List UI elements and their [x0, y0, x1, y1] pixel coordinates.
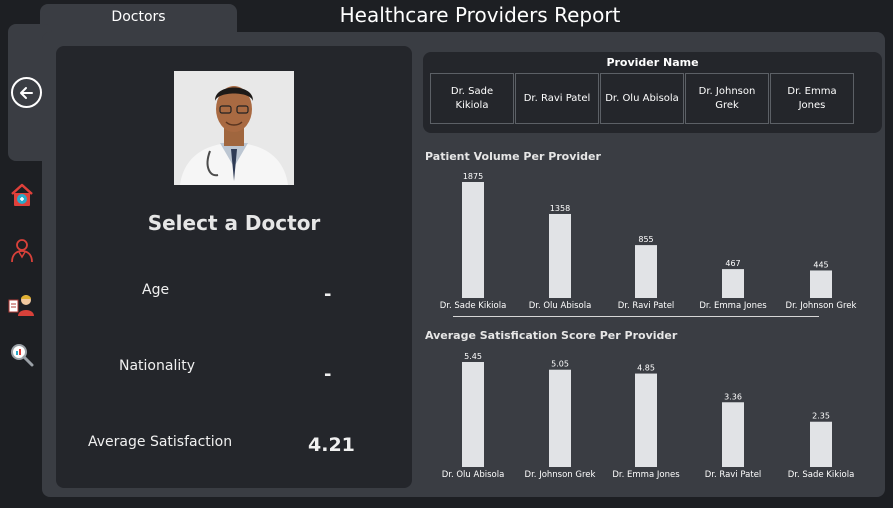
- tick-label: Dr. Olu Abisola: [529, 301, 592, 311]
- tab-doctors[interactable]: Doctors: [40, 4, 237, 34]
- tick-label: Dr. Emma Jones: [612, 470, 680, 480]
- tick-label: Dr. Sade Kikiola: [788, 470, 855, 480]
- slicer-item[interactable]: Dr. Johnson Grek: [685, 73, 769, 124]
- patient-volume-chart-title: Patient Volume Per Provider: [425, 150, 601, 163]
- data-label: 445: [813, 260, 828, 269]
- data-label: 5.45: [464, 352, 482, 361]
- tick-label: Dr. Sade Kikiola: [440, 301, 507, 311]
- nav-item-analytics[interactable]: [8, 341, 36, 369]
- doctor-icon: [11, 239, 33, 263]
- average-satisfaction-label: Average Satisfaction: [88, 434, 233, 450]
- tick-label: Dr. Johnson Grek: [786, 301, 857, 311]
- data-label: 1875: [463, 172, 483, 181]
- data-label: 4.85: [637, 364, 655, 373]
- hospital-icon: [11, 183, 33, 206]
- bar[interactable]: [462, 182, 484, 298]
- nav-item-hospital[interactable]: [8, 181, 36, 209]
- bar[interactable]: [722, 402, 744, 467]
- bar[interactable]: [722, 269, 744, 298]
- slicer-title: Provider Name: [606, 56, 699, 69]
- tick-label: Dr. Emma Jones: [699, 301, 767, 311]
- average-satisfaction-value: 4.21: [308, 434, 355, 456]
- bar[interactable]: [549, 369, 571, 467]
- patient-volume-chart: 1875 Dr. Sade Kikiola 1358 Dr. Olu Abisola 8…: [440, 172, 857, 311]
- doctor-portrait-image: [174, 71, 294, 185]
- bar[interactable]: [810, 421, 832, 467]
- magnifier-analytics-icon: [11, 344, 34, 367]
- page-title: Healthcare Providers Report: [339, 3, 621, 27]
- age-value: -: [324, 284, 332, 305]
- slicer-item[interactable]: Dr. Sade Kikiola: [430, 73, 514, 124]
- slicer-item[interactable]: Dr. Olu Abisola: [600, 73, 684, 124]
- nav-item-doctors[interactable]: [8, 236, 36, 264]
- doctor-photo: [174, 71, 294, 185]
- bar[interactable]: [462, 362, 484, 467]
- data-label: 2.35: [812, 412, 830, 421]
- tick-label: Dr. Ravi Patel: [618, 301, 675, 311]
- doctor-card: Select a Doctor Age - Nationality - Aver…: [56, 46, 412, 488]
- nationality-label: Nationality: [119, 358, 196, 374]
- data-label: 3.36: [724, 392, 742, 401]
- data-label: 1358: [550, 204, 570, 213]
- data-label: 855: [638, 235, 653, 244]
- nationality-value: -: [324, 364, 332, 385]
- arrow-left-circle-icon: [19, 86, 33, 99]
- chart-divider: [453, 316, 819, 317]
- bar[interactable]: [635, 245, 657, 298]
- nav-item-patients[interactable]: [8, 290, 36, 318]
- slicer-item[interactable]: Dr. Ravi Patel: [515, 73, 599, 124]
- bar[interactable]: [635, 373, 657, 467]
- data-label: 5.05: [551, 360, 569, 369]
- tick-label: Dr. Olu Abisola: [442, 470, 505, 480]
- slicer-item[interactable]: Dr. Emma Jones: [770, 73, 854, 124]
- age-label: Age: [142, 282, 170, 298]
- bar[interactable]: [549, 213, 571, 298]
- tick-label: Dr. Ravi Patel: [705, 470, 762, 480]
- tick-label: Dr. Johnson Grek: [525, 470, 596, 480]
- select-doctor-title: Select a Doctor: [147, 211, 321, 235]
- back-button[interactable]: [11, 77, 42, 108]
- satisfaction-chart: 5.45 Dr. Olu Abisola 5.05 Dr. Johnson Grek 4…: [442, 352, 855, 480]
- provider-name-slicer: Provider Name Dr. Sade Kikiola Dr. Ravi P…: [423, 52, 882, 133]
- satisfaction-chart-title: Average Satisfication Score Per Provider: [425, 329, 678, 342]
- patient-card-icon: [8, 295, 34, 316]
- slicer-items: Dr. Sade Kikiola Dr. Ravi Patel Dr. Olu Ab…: [430, 73, 855, 124]
- bar[interactable]: [810, 270, 832, 298]
- data-label: 467: [725, 259, 740, 268]
